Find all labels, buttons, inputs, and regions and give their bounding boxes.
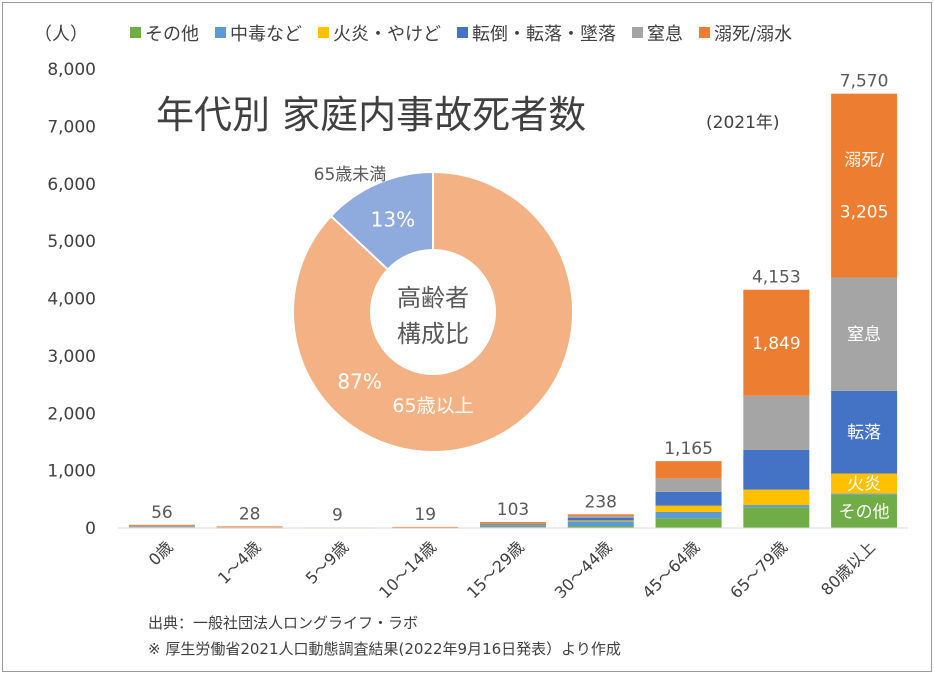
bar-segment [743,507,810,528]
legend-swatch [318,27,329,38]
bar-segment [831,277,898,391]
y-tick-label: 4,000 [47,290,96,310]
y-tick-label: 3,000 [47,347,96,367]
chart-title-year: (2021年) [706,113,780,133]
y-tick-label: 2,000 [47,404,96,424]
bar-segment-label: 溺死/ [844,151,884,171]
donut-percent-label: 87% [337,369,381,393]
x-tick-label: 0歳 [145,537,177,569]
bar-segment [831,493,898,495]
y-axis: 0 1,000 2,000 3,000 4,000 5,000 6,000 7,000 8,00… [47,60,96,539]
bar-segment [567,514,634,517]
bar-segment [567,516,634,518]
bar-segment [743,395,810,450]
bar-segment-label: 窒息 [847,325,881,345]
bar-segment [831,494,898,528]
legend-label: 中毒など [230,24,302,45]
bar-segment [216,526,283,528]
bar-segment-label: 転落 [847,423,881,443]
bar-segment [831,390,898,474]
bar-segment [655,491,722,506]
bar-segment [128,524,195,526]
legend-label: 火炎・やけど [333,24,441,45]
x-tick-label: 1～4歳 [214,537,264,587]
chart-title: 年代別 家庭内事故死者数 [156,93,586,137]
bar-total-label: 9 [332,505,343,525]
bar-segment [392,526,459,528]
bar-segment [831,93,898,278]
source-line-2: ※ 厚生労働省2021人口動態調査結果(2022年9月16日発表）より作成 [148,640,621,658]
x-tick-label: 30～44歳 [551,537,616,602]
bar-total-label: 56 [151,503,173,523]
bar-segment [743,449,810,490]
bar-segment [480,525,546,527]
legend-swatch [215,27,226,38]
bar-segment [128,525,195,528]
donut-name-label: 65歳以上 [392,395,473,417]
donut-name-label: 65歳未満 [314,165,387,185]
legend-label: その他 [145,24,199,45]
legend: その他 中毒など 火炎・やけど 転倒・転落・墜落 窒息 溺死/溺水 [130,24,792,45]
y-unit-label: （人） [34,24,88,45]
bar-segment [655,511,722,519]
y-tick-label: 8,000 [47,60,96,80]
bar-segment-label: その他 [839,502,890,522]
bar-segment [480,525,546,528]
bar-segment [655,505,722,512]
bar-segment-label: 火炎 [847,475,881,495]
bar-segment [567,526,634,528]
bar-segment [567,520,634,522]
bar-segment [480,522,546,524]
donut-center-label: 高齢者 [397,284,469,312]
bar-segment [743,505,810,508]
y-tick-label: 7,000 [47,117,96,137]
legend-swatch [699,27,710,38]
x-tick-label: 65～79歳 [726,537,791,602]
bar-segment [655,461,722,479]
y-tick-label: 5,000 [47,232,96,252]
donut-percent-label: 13% [371,207,415,231]
x-tick-label: 5～9歳 [302,537,352,587]
bar-total-label: 103 [497,500,529,520]
x-axis: 0歳 1～4歳 5～9歳 10～14歳 15～29歳 30～44歳 45～64歳 65～79歳… [118,527,908,602]
y-tick-label: 0 [85,519,96,539]
bar-total-label: 1,165 [664,439,713,459]
bar-segment [743,489,810,506]
legend-swatch [130,27,141,38]
legend-label: 溺死/溺水 [714,24,792,45]
bar-segment [831,473,898,494]
bar-segment [567,517,634,521]
bar-segment [480,524,546,526]
source-line-1: 出典：一般社団法人ロングライフ・ラボ [148,614,418,632]
bar-segment [480,523,546,525]
x-tick-label: 80歳以上 [817,537,879,599]
y-tick-label: 1,000 [47,462,96,482]
bar-segment [655,478,722,492]
bar-segment [655,518,722,528]
bar-segment [567,521,634,527]
donut-slice [292,170,574,453]
legend-swatch [457,27,468,38]
x-tick-label: 15～29歳 [463,537,528,602]
y-tick-label: 6,000 [47,175,96,195]
bar-total-label: 19 [414,505,436,525]
bar-total-label: 4,153 [752,268,801,288]
legend-swatch [632,27,643,38]
legend-label: 窒息 [647,24,683,45]
bar-total-label: 7,570 [840,72,889,92]
donut-center-label: 構成比 [397,320,469,348]
x-tick-label: 45～64歳 [639,537,704,602]
bar-total-label: 28 [239,504,261,524]
legend-label: 転倒・転落・墜落 [472,24,616,45]
bar-total-label: 238 [585,492,617,512]
bar-segment-label: 1,849 [752,334,801,354]
x-tick-label: 10～14歳 [375,537,440,602]
bar-segment [743,289,810,396]
bar-segment-label: 3,205 [840,203,889,223]
